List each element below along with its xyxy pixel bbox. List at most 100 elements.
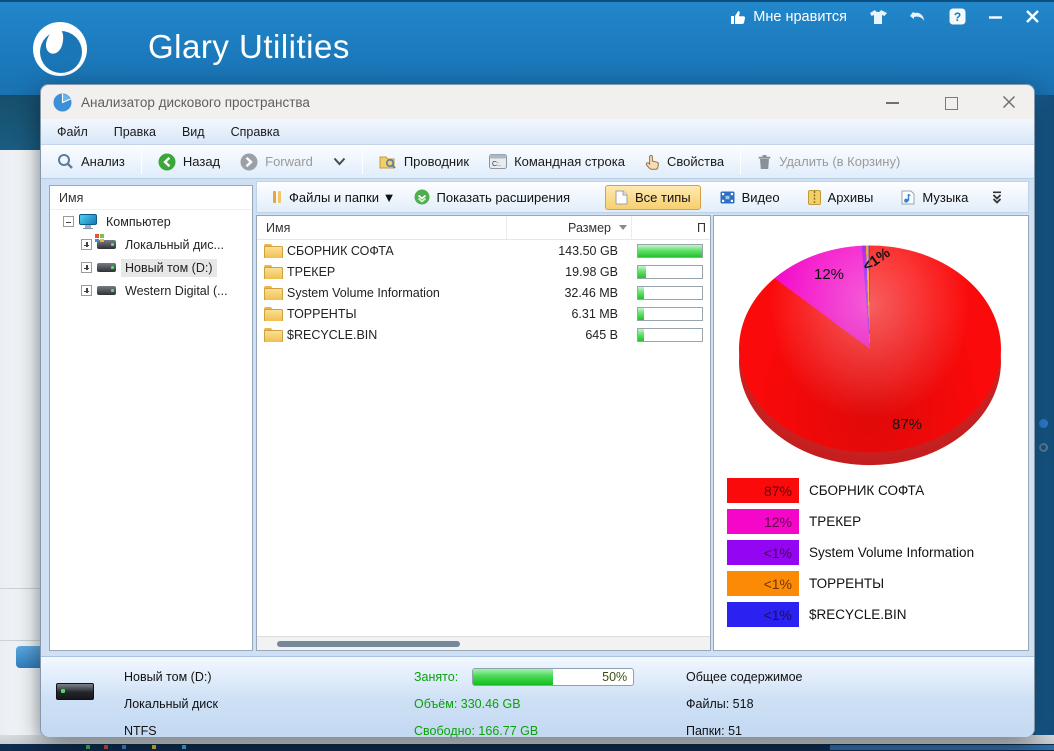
- svg-text:C:.: C:.: [492, 161, 501, 168]
- tree-row-new-volume[interactable]: Новый том (D:): [50, 256, 252, 279]
- folder-search-icon: [379, 154, 397, 170]
- horizontal-scrollbar[interactable]: [257, 636, 710, 650]
- menu-edit[interactable]: Правка: [113, 124, 156, 139]
- column-header-size[interactable]: Размер: [507, 216, 632, 239]
- tree-row-western-digital[interactable]: Western Digital (...: [50, 279, 252, 302]
- folder-icon: [264, 328, 283, 342]
- forward-arrow-icon: [240, 153, 258, 171]
- pie-chart: [739, 245, 1001, 466]
- help-button[interactable]: ?: [949, 8, 966, 25]
- percent-bar: [637, 306, 703, 321]
- legend-swatch: <1%: [727, 571, 799, 596]
- close-icon: [1025, 9, 1040, 24]
- list-row[interactable]: ТОРРЕНТЫ 6.31 MB: [257, 303, 710, 324]
- menubar: Файл Правка Вид Справка: [41, 119, 1034, 145]
- drive-icon: [56, 683, 94, 700]
- forward-button[interactable]: Forward: [230, 148, 323, 176]
- undo-button[interactable]: [909, 9, 927, 24]
- show-extensions-button[interactable]: Показать расширения: [405, 185, 579, 209]
- command-prompt-icon: C:.: [489, 154, 508, 169]
- search-icon: [57, 153, 74, 170]
- archive-icon: [807, 189, 821, 205]
- filter-video-button[interactable]: Видео: [711, 186, 789, 209]
- list-row[interactable]: СБОРНИК СОФТА 143.50 GB: [257, 240, 710, 261]
- list-row[interactable]: ТРЕКЕР 19.98 GB: [257, 261, 710, 282]
- cmd-button[interactable]: C:. Командная строка: [479, 149, 635, 174]
- folder-icon: [264, 244, 283, 258]
- tree-panel: Имя Компьютер Локальный дис... Новый том…: [49, 185, 253, 651]
- summary-folders: Папки: 51: [686, 723, 743, 738]
- history-dropdown-button[interactable]: [323, 152, 356, 171]
- back-button[interactable]: Назад: [148, 148, 230, 176]
- window-titlebar[interactable]: Анализатор дискового пространства: [41, 85, 1034, 119]
- trash-icon: [757, 154, 772, 170]
- statusbar: Новый том (D:) Локальный диск NTFS Занят…: [41, 656, 1034, 738]
- theme-button[interactable]: [869, 9, 887, 25]
- tree-column-header[interactable]: Имя: [50, 186, 252, 210]
- list-row[interactable]: $RECYCLE.BIN 645 B: [257, 324, 710, 345]
- app-minimize-button[interactable]: [988, 10, 1003, 24]
- background-panel-right: [1035, 95, 1054, 737]
- window-close-button[interactable]: [1000, 93, 1018, 111]
- app-title: Glary Utilities: [148, 28, 350, 65]
- back-arrow-icon: [158, 153, 176, 171]
- expand-icon[interactable]: [81, 239, 92, 250]
- tshirt-icon: [869, 9, 887, 25]
- summary-files: Файлы: 518: [686, 696, 754, 711]
- pause-bars-icon: [272, 190, 282, 204]
- column-header-name[interactable]: Имя: [257, 216, 507, 239]
- files-folders-button[interactable]: Файлы и папки ▼: [263, 186, 405, 209]
- legend-swatch: <1%: [727, 602, 799, 627]
- status-disk-type: Локальный диск: [124, 696, 218, 711]
- collapse-icon[interactable]: [63, 216, 74, 227]
- help-icon: ?: [949, 8, 966, 25]
- percent-bar: [637, 285, 703, 300]
- pie-window-icon: [53, 93, 72, 112]
- folder-icon: [264, 286, 283, 300]
- more-filters-button[interactable]: [991, 191, 1003, 204]
- expand-icon[interactable]: [81, 262, 92, 273]
- delete-button[interactable]: Удалить (в Корзину): [747, 149, 910, 175]
- legend-row: 12% ТРЕКЕР: [727, 509, 861, 534]
- splitter-dot-icon[interactable]: [1039, 443, 1048, 452]
- expand-icon[interactable]: [81, 285, 92, 296]
- background-strip-gray: [0, 735, 1054, 744]
- window-maximize-button[interactable]: [942, 93, 960, 111]
- used-progressbar: 50%: [472, 667, 635, 686]
- file-icon: [615, 190, 628, 205]
- splitter-dot-icon[interactable]: [1039, 419, 1048, 428]
- properties-button[interactable]: Свойства: [635, 149, 734, 175]
- tree-row-computer[interactable]: Компьютер: [50, 210, 252, 233]
- column-header-percent[interactable]: П: [697, 220, 706, 235]
- legend-row: <1% $RECYCLE.BIN: [727, 602, 907, 627]
- legend-row: 87% СБОРНИК СОФТА: [727, 478, 924, 503]
- list-row[interactable]: System Volume Information 32.46 MB: [257, 282, 710, 303]
- chart-panel: 87% 12% <1% 87% СБОРНИК СОФТА 12% ТРЕКЕР…: [713, 215, 1029, 651]
- filter-archives-button[interactable]: Архивы: [799, 186, 883, 209]
- menu-help[interactable]: Справка: [230, 124, 280, 139]
- background-panel-left: [0, 150, 43, 737]
- menu-file[interactable]: Файл: [57, 124, 88, 139]
- filter-all-types-button[interactable]: Все типы: [605, 184, 701, 210]
- pie-gloss: [739, 245, 1001, 453]
- toolbar-separator: [361, 149, 363, 174]
- like-button[interactable]: Мне нравится: [729, 9, 847, 25]
- divider: [0, 588, 43, 589]
- disk-icon: [95, 234, 116, 249]
- status-capacity: Объём: 330.46 GB: [414, 696, 521, 711]
- scrollbar-thumb[interactable]: [277, 641, 460, 647]
- app-close-button[interactable]: [1025, 9, 1040, 24]
- analyze-button[interactable]: Анализ: [47, 148, 135, 175]
- menu-view[interactable]: Вид: [181, 124, 205, 139]
- toolbar-separator: [140, 149, 142, 174]
- filter-music-button[interactable]: Музыка: [892, 186, 977, 209]
- disk-icon: [97, 263, 116, 272]
- explorer-button[interactable]: Проводник: [369, 149, 479, 175]
- tree-row-local-disk[interactable]: Локальный дис...: [50, 233, 252, 256]
- percent-bar: [637, 243, 703, 258]
- undo-arrow-icon: [909, 9, 927, 24]
- window-minimize-button[interactable]: [884, 93, 902, 111]
- minimize-icon: [988, 10, 1003, 24]
- folder-icon: [264, 265, 283, 279]
- used-percent: 50%: [602, 669, 628, 684]
